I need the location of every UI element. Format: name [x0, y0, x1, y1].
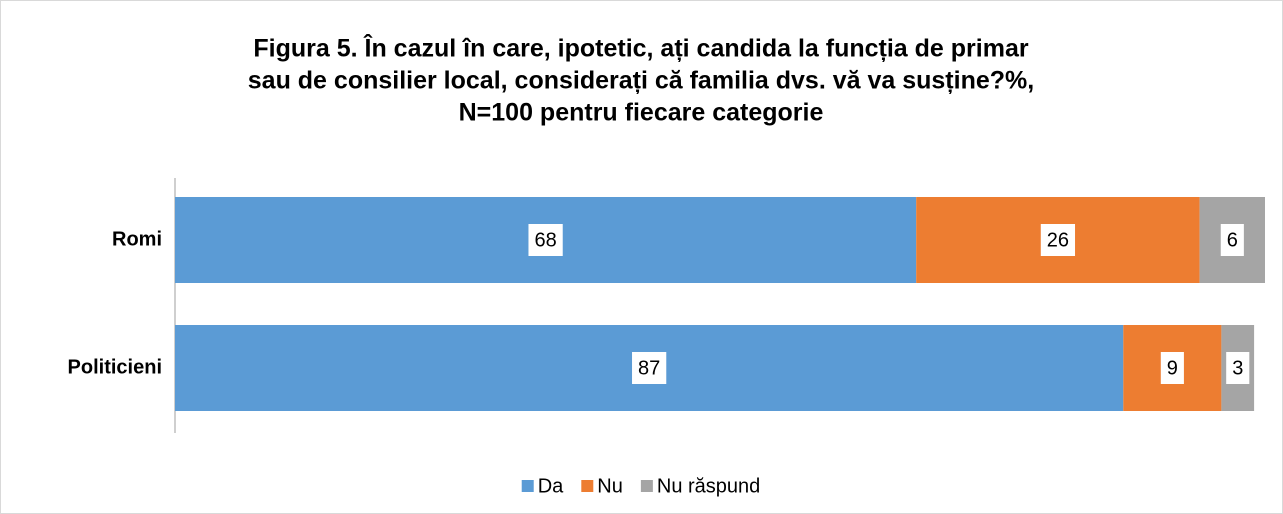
category-label: Politicieni [68, 356, 162, 378]
data-label: 87 [638, 357, 660, 379]
legend-swatch [640, 480, 653, 492]
data-label: 6 [1227, 229, 1238, 251]
data-label-box [1040, 224, 1076, 256]
legend-swatch [581, 480, 594, 492]
data-label-box [1226, 352, 1250, 384]
data-label: 9 [1167, 357, 1178, 379]
chart-title: sau de consilier local, considerați că f… [248, 67, 1034, 95]
data-label-box [528, 224, 563, 256]
data-label: 68 [534, 229, 556, 251]
data-label: 26 [1047, 229, 1069, 251]
legend-label: Nu [597, 475, 623, 497]
legend-label: Da [538, 475, 564, 497]
chart-title: Figura 5. În cazul în care, ipotetic, aț… [253, 33, 1028, 63]
data-label-box [1220, 224, 1244, 256]
data-label: 3 [1232, 357, 1243, 379]
chart-title: N=100 pentru fiecare categorie [459, 99, 824, 127]
category-label: Romi [112, 228, 162, 250]
data-label-box [632, 352, 667, 384]
data-label-box [1160, 352, 1184, 384]
legend-swatch [521, 480, 534, 492]
legend-label: Nu răspund [657, 475, 760, 497]
